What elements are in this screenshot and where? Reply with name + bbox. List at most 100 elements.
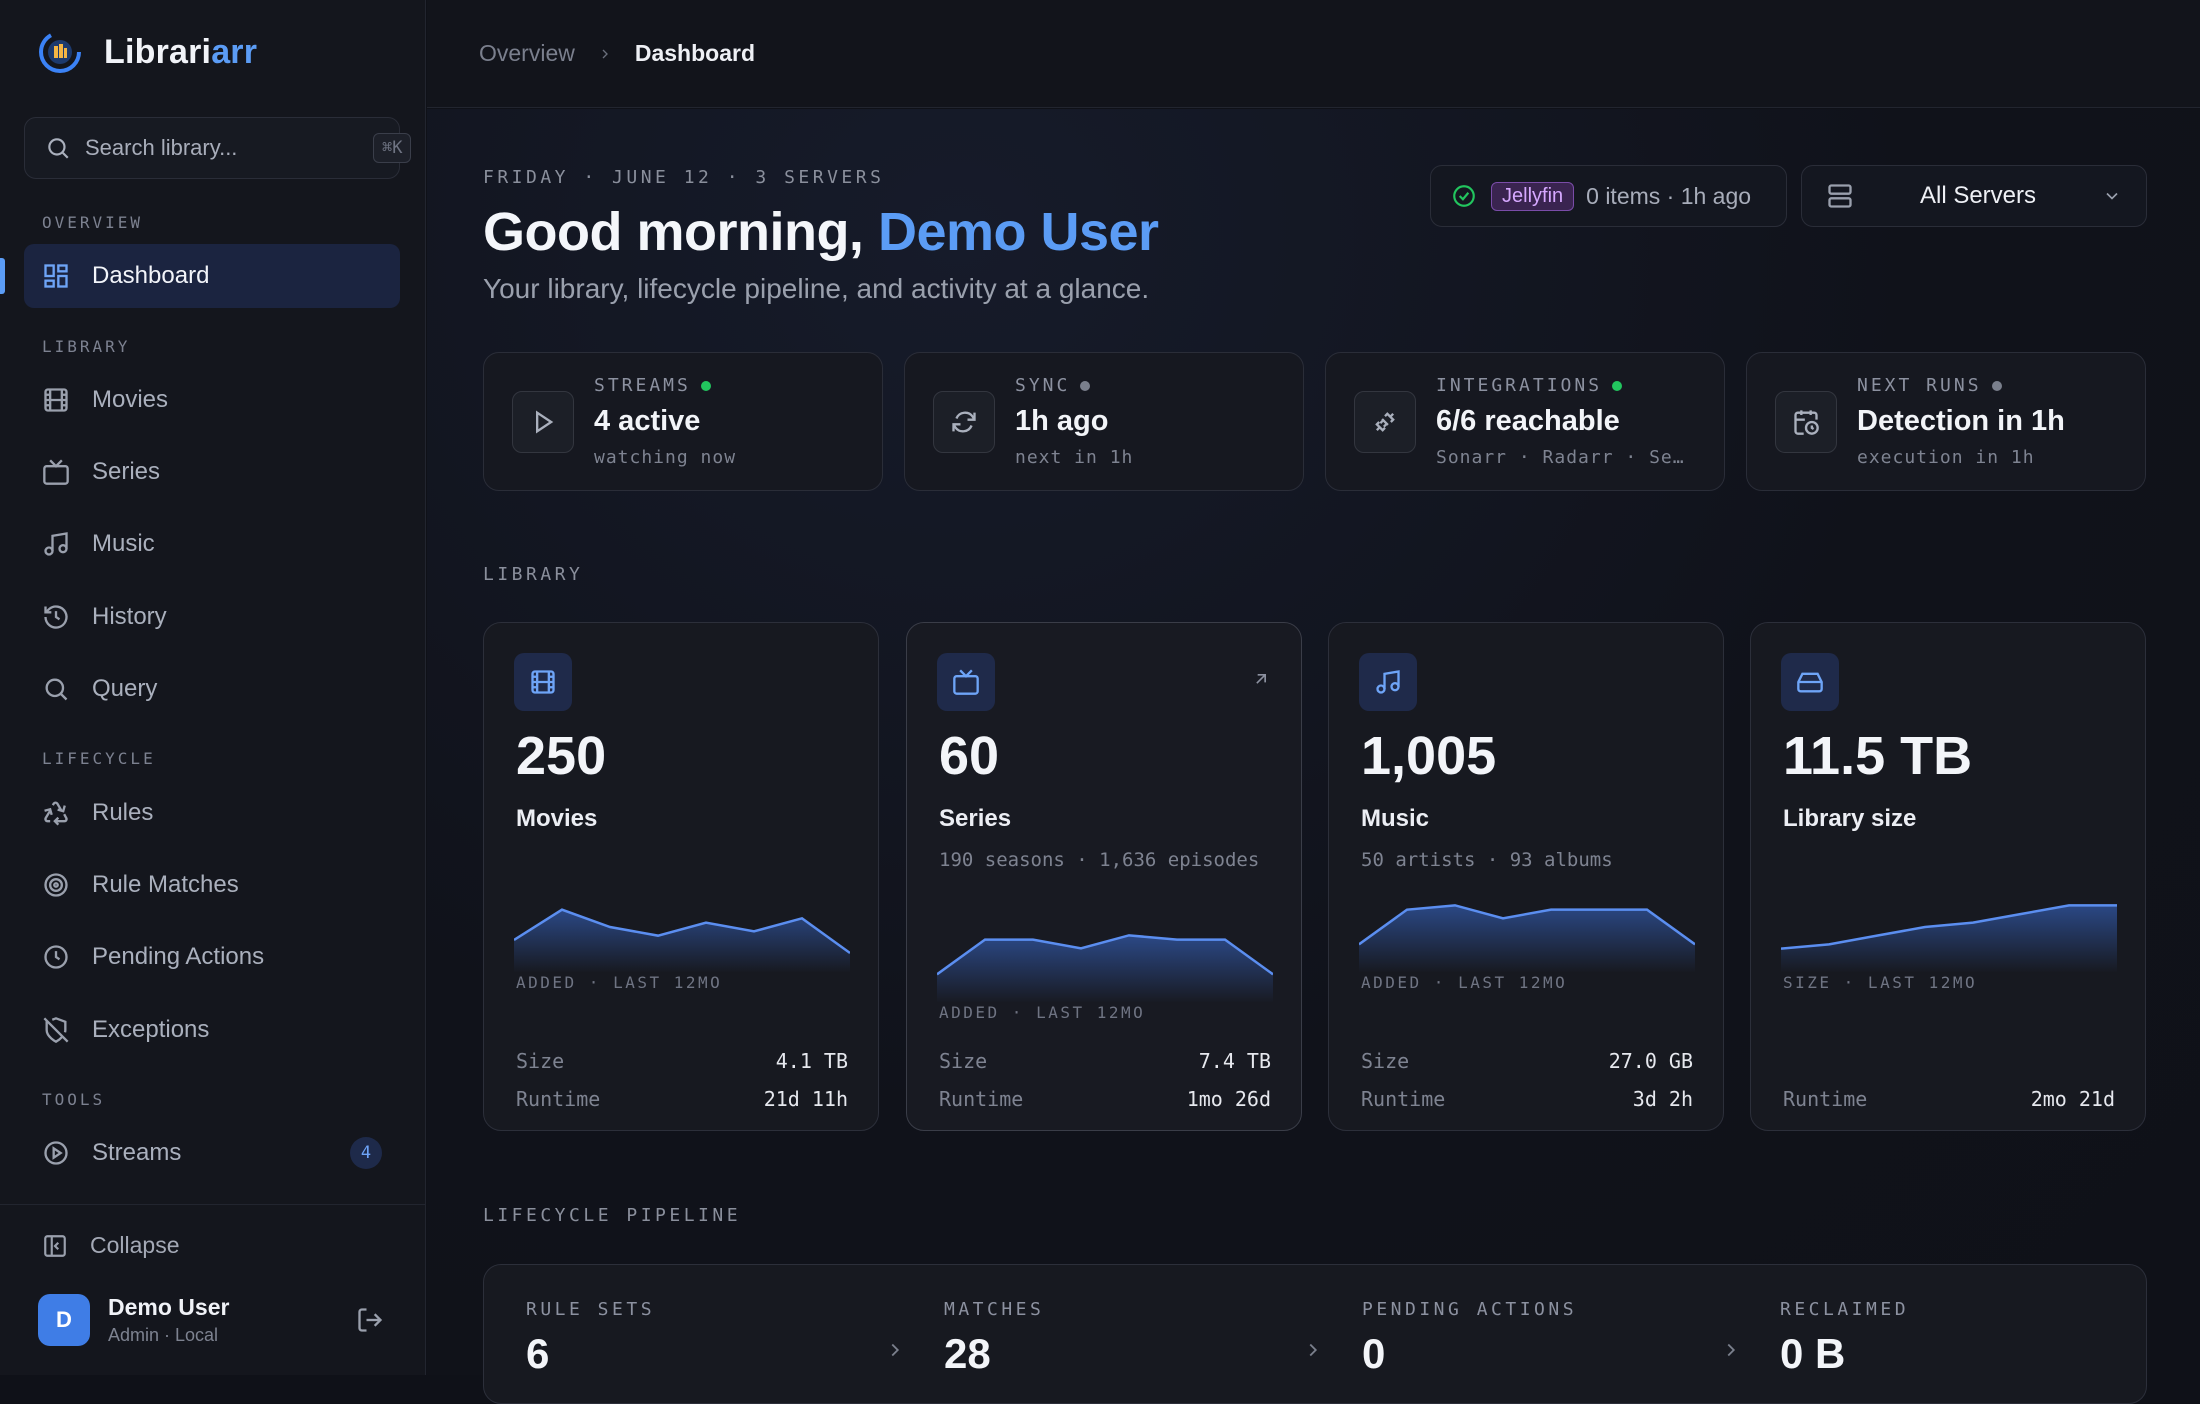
- search-shortcut: ⌘K: [373, 133, 412, 163]
- stat-card-integrations[interactable]: INTEGRATIONS 6/6 reachable Sonarr · Rada…: [1325, 352, 1725, 491]
- streams-count-badge: 4: [350, 1137, 382, 1169]
- section-library: LIBRARY: [42, 337, 131, 356]
- play-circle-icon: [44, 1141, 68, 1165]
- sparkline-line: [1781, 904, 2117, 950]
- dashboard-icon: [44, 264, 68, 288]
- runtime-row: Runtime 1mo 26d: [939, 1087, 1271, 1111]
- user-role: Admin · Local: [108, 1325, 219, 1345]
- user-profile[interactable]: D Demo User Admin · Local: [38, 1294, 229, 1346]
- logo-icon: [39, 31, 81, 73]
- sparkline-area: [514, 909, 850, 973]
- sidebar-item-series[interactable]: Series: [24, 440, 400, 504]
- brand[interactable]: Librariarr: [38, 30, 257, 74]
- sidebar-item-dashboard[interactable]: Dashboard: [24, 244, 400, 308]
- server-select[interactable]: All Servers: [1801, 165, 2147, 227]
- breadcrumb-overview[interactable]: Overview: [479, 40, 575, 66]
- sidebar-item-query[interactable]: Query: [24, 657, 400, 721]
- runtime-row: Runtime 21d 11h: [516, 1087, 848, 1111]
- library-card-series[interactable]: 60 Series 190 seasons · 1,636 episodes A…: [906, 622, 1302, 1131]
- stat-sub: execution in 1h: [1857, 447, 2035, 468]
- section-title-library: LIBRARY: [483, 564, 584, 585]
- sparkline-area: [1781, 905, 2117, 973]
- play-icon: [536, 410, 554, 434]
- collapse-label: Collapse: [90, 1232, 180, 1258]
- stat-card-streams[interactable]: STREAMS 4 active watching now: [483, 352, 883, 491]
- stat-label: SYNC: [1015, 375, 1091, 396]
- stat-icon-box: [512, 391, 574, 453]
- chevron-right-icon: [1727, 1343, 1736, 1357]
- hard-drive-icon: [1797, 672, 1823, 693]
- stat-card-sync[interactable]: SYNC 1h ago next in 1h: [904, 352, 1304, 491]
- status-dot: [1991, 380, 2002, 391]
- server-select-value: All Servers: [1919, 182, 2037, 209]
- card-number: 250: [516, 726, 607, 786]
- stat-icon-box: [1775, 391, 1837, 453]
- collapse-button[interactable]: Collapse: [42, 1232, 180, 1259]
- search-input[interactable]: [85, 135, 373, 161]
- card-number: 60: [939, 726, 1000, 786]
- sidebar-item-pending-actions[interactable]: Pending Actions: [24, 925, 400, 989]
- stat-value: 4 active: [594, 405, 701, 437]
- card-number: 1,005: [1361, 726, 1497, 786]
- pipeline-value: 0: [1362, 1330, 1386, 1377]
- card-detail: 50 artists · 93 albums: [1361, 849, 1613, 871]
- arrow-up-right-icon[interactable]: [1251, 669, 1271, 689]
- sidebar-item-movies[interactable]: Movies: [24, 368, 400, 432]
- sidebar-item-streams[interactable]: Streams 4: [24, 1121, 400, 1185]
- divider: [0, 1204, 426, 1205]
- sidebar-item-rule-matches[interactable]: Rule Matches: [24, 853, 400, 917]
- pipeline-label: RULE SETS: [526, 1299, 656, 1320]
- sync-status-text: 0 items · 1h ago: [1586, 182, 1752, 209]
- card-icon-box: [514, 653, 572, 711]
- sidebar-item-music[interactable]: Music: [24, 512, 400, 576]
- sidebar: Librariarr ⌘K OVERVIEW Dashboard LIBRARY…: [0, 0, 426, 1375]
- clock-icon: [44, 945, 68, 969]
- sparkline-area: [937, 935, 1273, 1003]
- sidebar-item-label: Exceptions: [92, 1016, 210, 1043]
- pipeline-pending-actions[interactable]: PENDING ACTIONS 0: [1362, 1299, 1742, 1378]
- sparkline: [937, 934, 1273, 1003]
- pipeline-label: RECLAIMED: [1780, 1299, 1910, 1320]
- film-icon: [44, 388, 68, 412]
- library-card-movies[interactable]: 250 Movies ADDED · LAST 12MO Size 4.1 TB …: [483, 622, 879, 1131]
- sparkline-caption: ADDED · LAST 12MO: [516, 973, 723, 992]
- sidebar-item-rules[interactable]: Rules: [24, 781, 400, 845]
- sidebar-item-label: Streams: [92, 1139, 182, 1166]
- status-dot: [1080, 380, 1091, 391]
- pipeline-matches[interactable]: MATCHES 28: [944, 1299, 1324, 1378]
- film-icon: [531, 670, 555, 694]
- stat-card-next-runs[interactable]: NEXT RUNS Detection in 1h execution in 1…: [1746, 352, 2146, 491]
- sparkline-area: [1359, 905, 1695, 973]
- section-lifecycle: LIFECYCLE: [42, 749, 156, 768]
- music-icon: [44, 532, 68, 556]
- target-icon: [44, 873, 68, 897]
- search-icon: [48, 138, 69, 159]
- sidebar-item-exceptions[interactable]: Exceptions: [24, 998, 400, 1062]
- sidebar-item-label: Pending Actions: [92, 943, 265, 970]
- sparkline: [1781, 904, 2117, 973]
- search-box[interactable]: ⌘K: [24, 117, 412, 179]
- server-tag: Jellyfin: [1491, 181, 1575, 211]
- library-card-library-size[interactable]: 11.5 TB Library size SIZE · LAST 12MO Ru…: [1750, 622, 2146, 1131]
- topbar: Overview Dashboard: [427, 0, 2200, 108]
- library-card-music[interactable]: 1,005 Music 50 artists · 93 albums ADDED…: [1328, 622, 1724, 1131]
- card-name: Music: [1361, 805, 1430, 832]
- stat-label: INTEGRATIONS: [1436, 375, 1623, 396]
- stat-sub: next in 1h: [1015, 447, 1134, 468]
- logout-icon[interactable]: [356, 1306, 384, 1334]
- music-icon: [1376, 670, 1400, 694]
- sidebar-item-history[interactable]: History: [24, 585, 400, 649]
- active-indicator: [0, 258, 5, 294]
- stat-value: Detection in 1h: [1857, 405, 2065, 437]
- pipeline-reclaimed[interactable]: RECLAIMED 0 B: [1780, 1299, 2160, 1378]
- user-name: Demo User: [108, 1294, 230, 1320]
- dateline: FRIDAY · JUNE 12 · 3 SERVERS: [483, 167, 885, 188]
- pipeline-rule-sets[interactable]: RULE SETS 6: [526, 1299, 906, 1378]
- stat-icon-box: [933, 391, 995, 453]
- size-row: Size 27.0 GB: [1361, 1049, 1693, 1073]
- stat-sub: Sonarr · Radarr · Se…: [1436, 447, 1685, 468]
- sync-status[interactable]: Jellyfin 0 items · 1h ago: [1430, 165, 1787, 227]
- sparkline-caption: ADDED · LAST 12MO: [1361, 973, 1568, 992]
- sparkline: [514, 908, 850, 973]
- sparkline: [1359, 904, 1695, 973]
